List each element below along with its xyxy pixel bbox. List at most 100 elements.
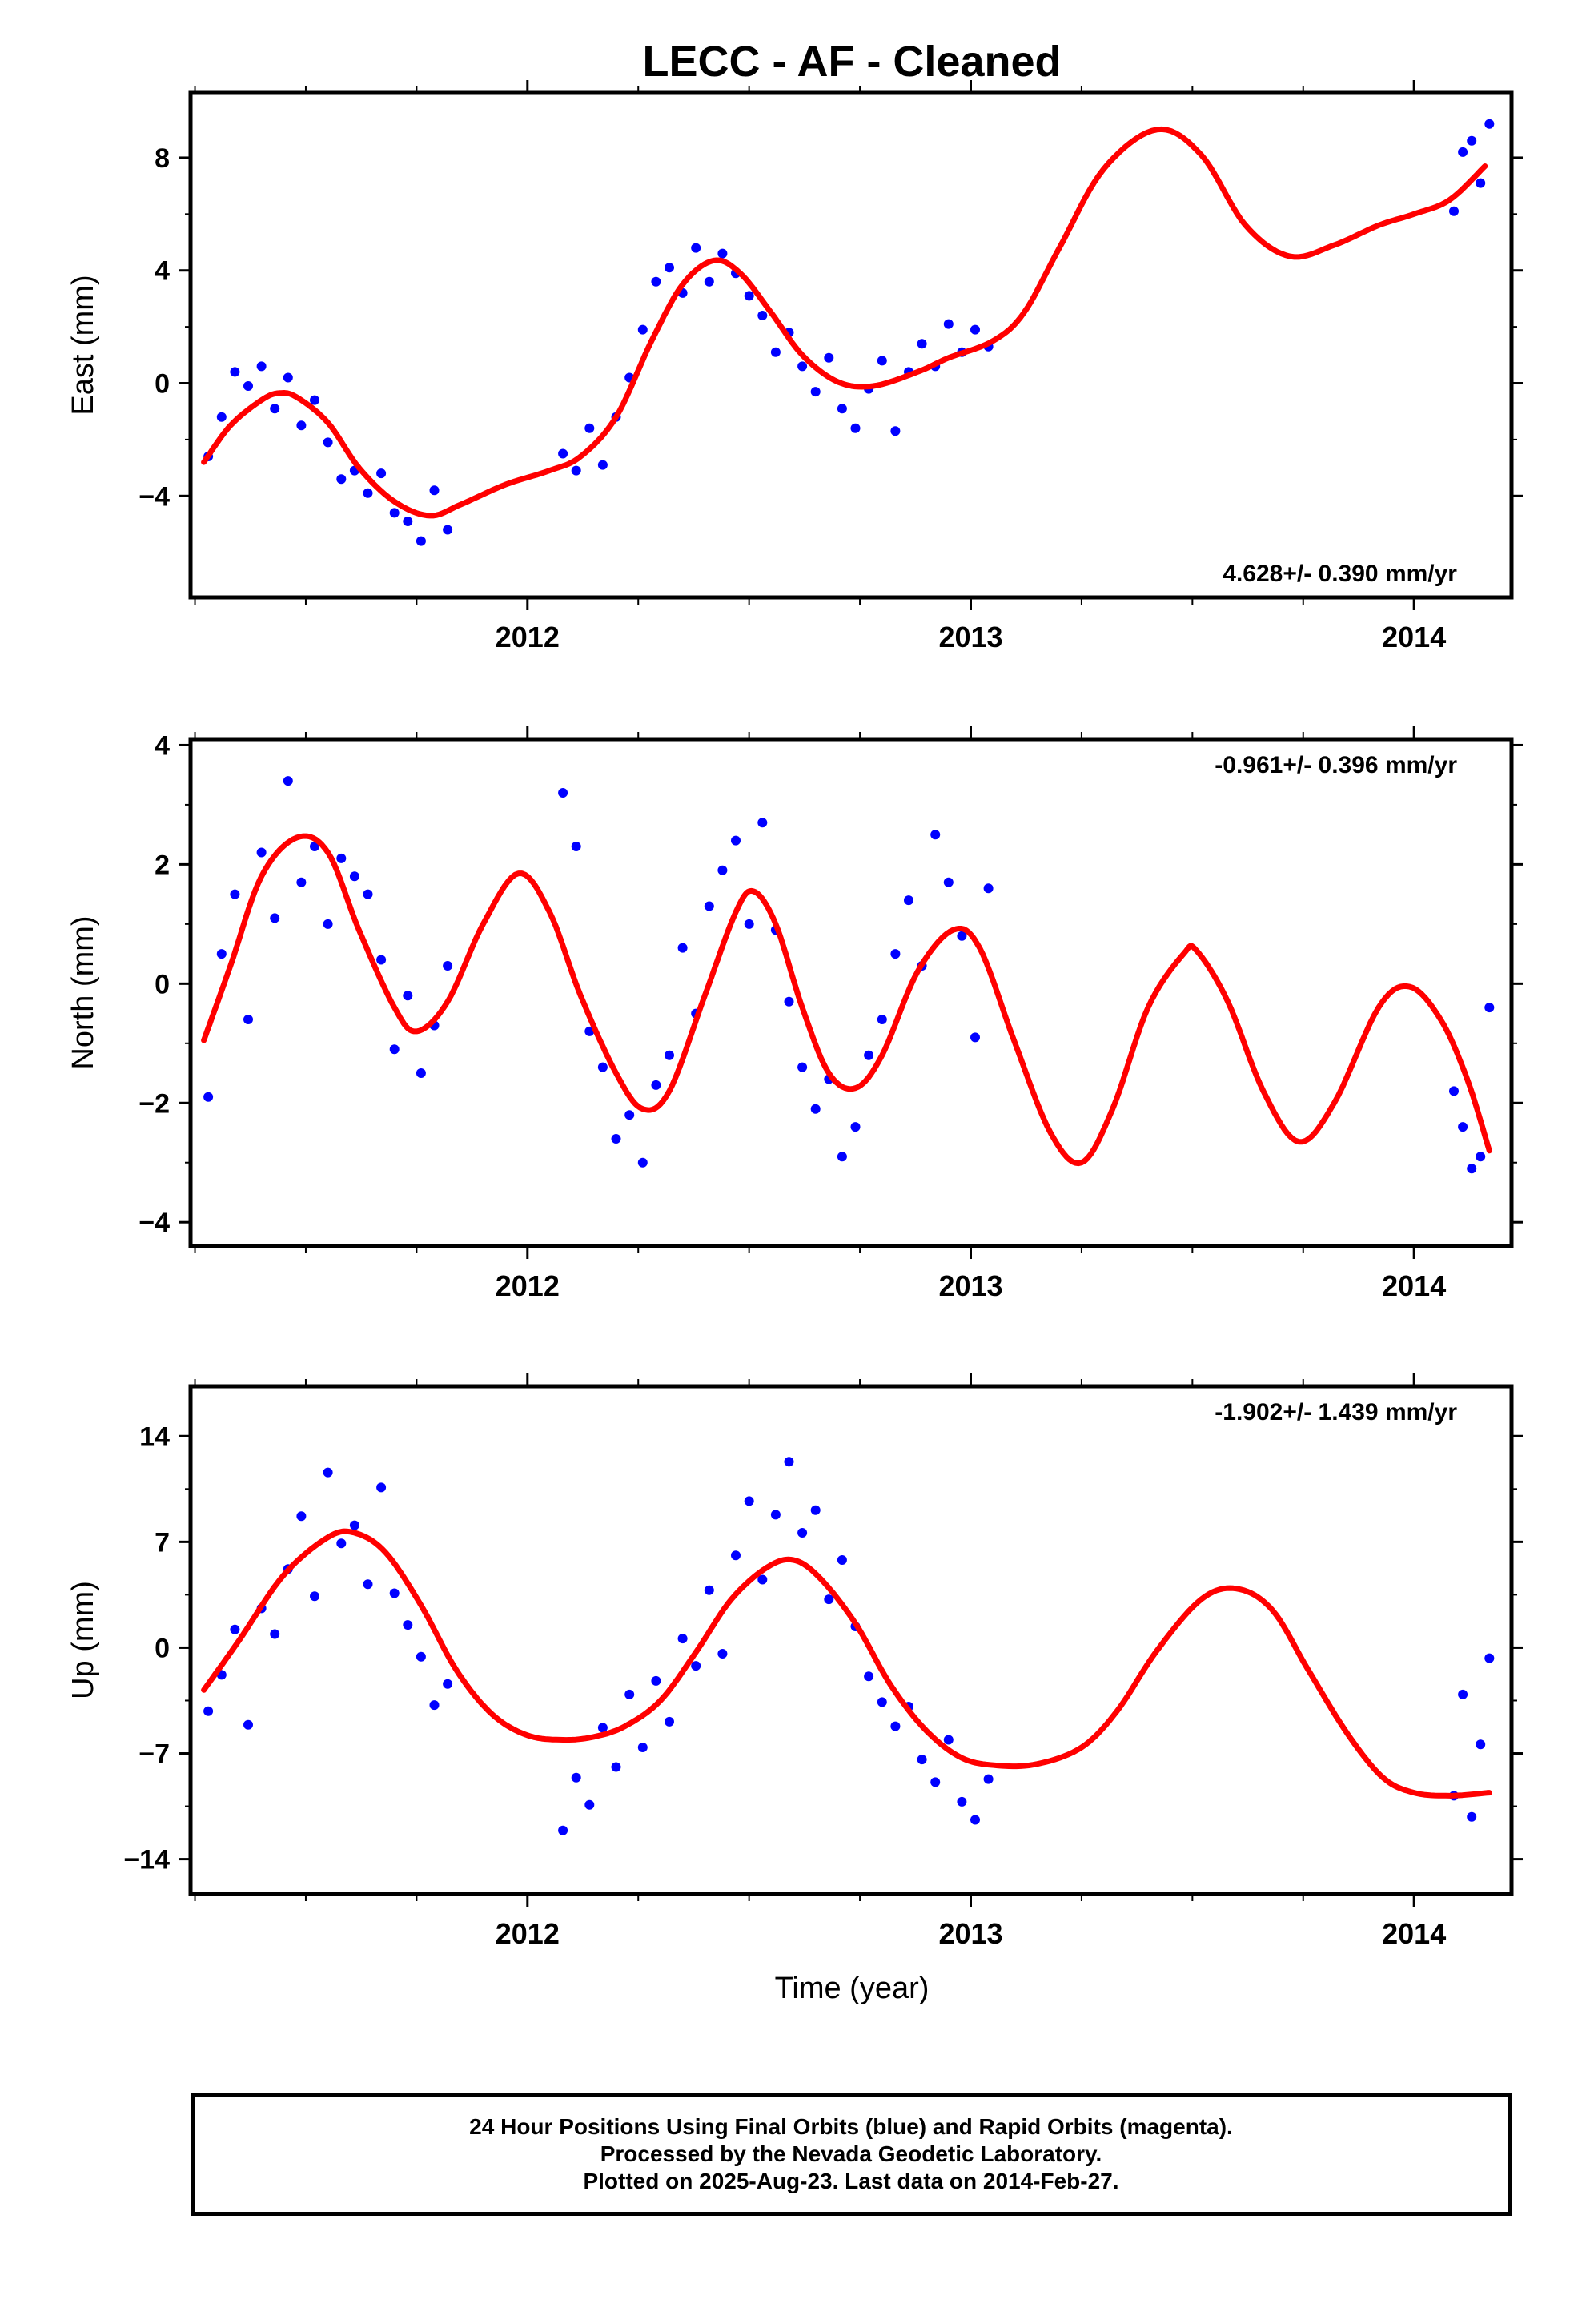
data-point: [810, 387, 821, 397]
data-point: [283, 372, 293, 383]
y-tick-label: −4: [139, 481, 170, 512]
data-point: [864, 1050, 874, 1060]
plot-frame: [188, 1384, 1514, 1896]
model-curve: [201, 126, 1488, 519]
data-point: [323, 919, 333, 929]
y-tick-label: 0: [155, 369, 170, 400]
y-tick-label: 2: [155, 850, 170, 880]
data-point: [770, 1510, 781, 1520]
data-point: [904, 895, 913, 906]
y-tick-label: 8: [155, 143, 170, 174]
data-point: [1484, 1653, 1495, 1663]
data-point: [416, 1651, 426, 1662]
data-point: [665, 1716, 674, 1727]
data-point: [363, 1579, 373, 1590]
x-tick-label: 2013: [938, 1917, 1002, 1950]
data-point: [717, 865, 728, 875]
plot-frame: [188, 90, 1514, 600]
y-axis-label: Up (mm): [66, 1581, 100, 1699]
data-point: [677, 943, 688, 953]
x-tick-label: 2012: [496, 1269, 560, 1302]
data-point: [376, 468, 387, 479]
model-curve: [201, 833, 1492, 1167]
y-tick-label: −4: [139, 1208, 170, 1238]
data-point: [1449, 1086, 1459, 1096]
data-point: [691, 243, 701, 253]
data-point: [837, 404, 847, 414]
data-point: [850, 1122, 861, 1132]
data-point: [850, 423, 861, 433]
data-point: [651, 1675, 661, 1686]
data-point: [930, 1777, 941, 1787]
data-point: [296, 420, 307, 431]
data-point: [403, 991, 413, 1001]
data-point: [890, 949, 901, 959]
data-point: [571, 842, 581, 851]
model-curve: [201, 1528, 1492, 1799]
data-point: [203, 1092, 214, 1102]
x-tick-label: 2013: [938, 1269, 1002, 1302]
x-tick-label: 2012: [496, 621, 560, 653]
data-point: [637, 1157, 648, 1168]
data-point: [797, 1528, 808, 1538]
caption-box: 24 Hour Positions Using Final Orbits (bl…: [191, 2093, 1512, 2216]
x-tick-label: 2014: [1382, 1917, 1446, 1950]
up-panel: −14 −7 0 7 14 2012 2013 2014 Up (mm) -1.902+/- 1.…: [66, 1373, 1523, 1950]
data-point: [310, 395, 319, 405]
data-point: [376, 955, 387, 965]
data-point: [336, 474, 347, 485]
data-point: [757, 311, 768, 320]
data-point: [1449, 206, 1459, 216]
data-point: [429, 485, 440, 496]
data-point: [270, 404, 280, 414]
caption-line-3: Plotted on 2025-Aug-23. Last data on 201…: [583, 2169, 1119, 2193]
data-point: [270, 913, 280, 923]
data-point: [704, 1585, 714, 1595]
data-point: [296, 1511, 307, 1522]
east-panel: −4 0 4 8 2012 2013 2014 East (mm) 4.628+/- 0.390…: [66, 80, 1523, 653]
data-point: [336, 853, 347, 863]
data-point: [877, 1015, 887, 1024]
data-point: [917, 1755, 927, 1765]
data-points: [203, 119, 1495, 546]
data-point: [744, 1496, 754, 1506]
data-point: [389, 508, 400, 518]
data-point: [1467, 135, 1477, 146]
data-point: [943, 319, 954, 329]
y-axis-label: North (mm): [66, 915, 100, 1069]
data-point: [403, 517, 413, 526]
data-point: [943, 877, 954, 887]
data-point: [1476, 1152, 1486, 1162]
data-point: [943, 1735, 954, 1745]
data-point: [571, 465, 581, 476]
data-point: [731, 1550, 741, 1561]
data-point: [270, 1629, 280, 1639]
x-tick-label: 2012: [496, 1917, 560, 1950]
x-tick-label: 2014: [1382, 621, 1446, 653]
data-point: [243, 1719, 253, 1730]
data-point: [389, 1588, 400, 1598]
data-point: [1476, 1739, 1486, 1750]
data-point: [837, 1152, 847, 1162]
data-point: [256, 361, 267, 372]
data-point: [717, 248, 728, 259]
data-point: [323, 1467, 333, 1478]
data-point: [203, 1706, 214, 1716]
data-point: [797, 1062, 808, 1072]
data-point: [1467, 1164, 1477, 1174]
x-axis-label: Time (year): [775, 1972, 930, 2005]
data-point: [403, 1620, 413, 1630]
x-tick-label: 2014: [1382, 1269, 1446, 1302]
data-point: [611, 1762, 621, 1772]
caption-line-1: 24 Hour Positions Using Final Orbits (bl…: [469, 2114, 1233, 2139]
data-point: [283, 776, 293, 786]
data-point: [757, 818, 768, 828]
data-point: [376, 1482, 387, 1493]
y-tick-label: 7: [155, 1527, 170, 1558]
data-point: [216, 949, 227, 959]
data-point: [323, 437, 333, 448]
data-point: [824, 1594, 834, 1605]
data-point: [744, 291, 754, 301]
data-point: [624, 1110, 635, 1120]
